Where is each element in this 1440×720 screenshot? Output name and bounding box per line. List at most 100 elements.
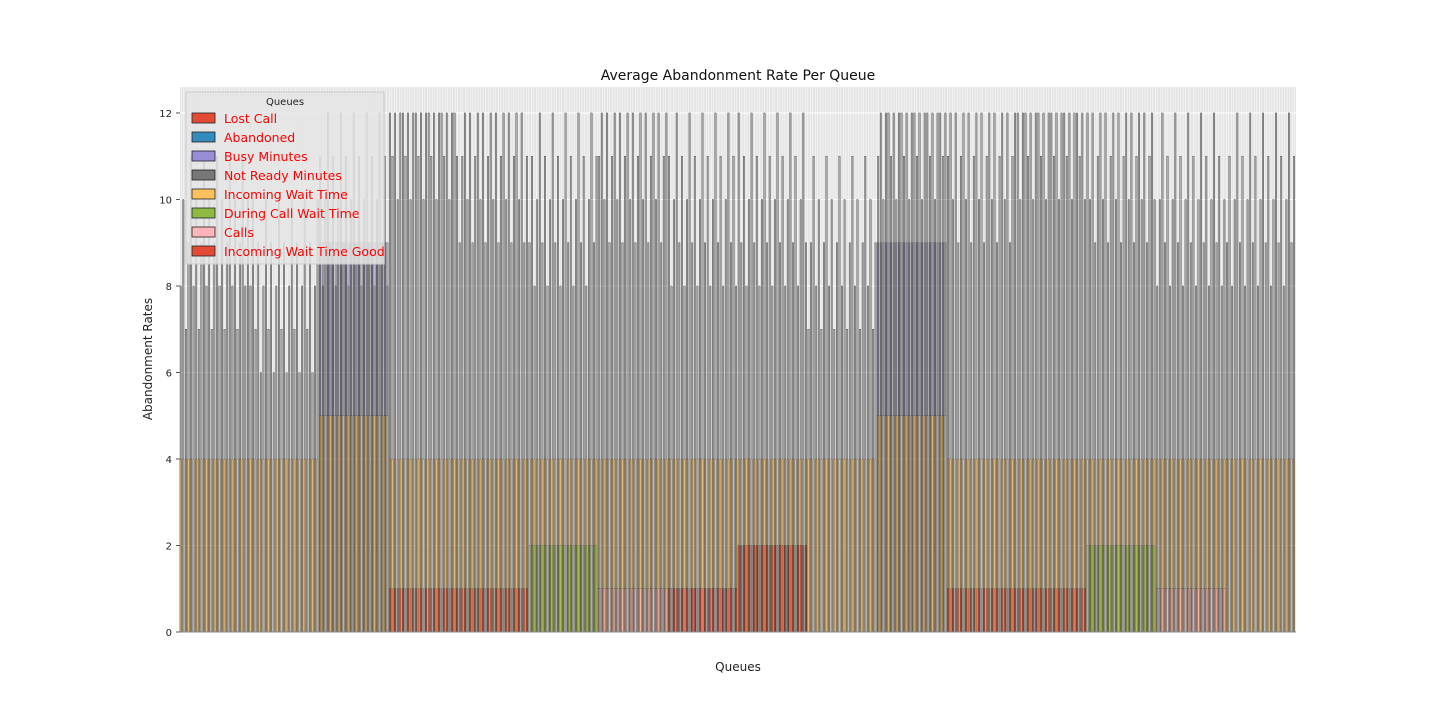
legend-label: Incoming Wait Time Good bbox=[224, 244, 385, 259]
bar bbox=[970, 588, 973, 633]
bar bbox=[944, 415, 947, 633]
bar bbox=[929, 415, 931, 633]
bar bbox=[1264, 458, 1267, 633]
bar bbox=[1050, 588, 1053, 633]
bar bbox=[1024, 588, 1027, 633]
bar bbox=[991, 588, 993, 633]
bar bbox=[1210, 588, 1213, 633]
bar bbox=[1148, 545, 1151, 633]
bar bbox=[1270, 458, 1272, 633]
bar bbox=[913, 415, 916, 633]
bar bbox=[774, 545, 776, 633]
bar bbox=[1130, 545, 1133, 633]
bar bbox=[1244, 458, 1246, 633]
bar bbox=[272, 458, 275, 633]
bar bbox=[781, 545, 784, 633]
y-tick-label: 0 bbox=[166, 628, 172, 639]
bar bbox=[296, 458, 298, 633]
bar bbox=[838, 458, 841, 633]
bar bbox=[340, 415, 342, 633]
bar bbox=[949, 588, 952, 633]
bar bbox=[378, 415, 381, 633]
legend-swatch bbox=[191, 188, 216, 200]
bar bbox=[1122, 545, 1125, 633]
bar bbox=[1006, 588, 1009, 633]
bar bbox=[239, 458, 241, 633]
bar bbox=[1293, 458, 1295, 633]
legend-swatch bbox=[191, 226, 216, 238]
bar bbox=[1202, 588, 1205, 633]
bar bbox=[1099, 545, 1102, 633]
legend-label: Not Ready Minutes bbox=[224, 168, 342, 183]
bar bbox=[652, 588, 655, 633]
bar bbox=[1195, 588, 1197, 633]
bar bbox=[283, 458, 285, 633]
bar bbox=[479, 588, 482, 633]
bar bbox=[507, 588, 510, 633]
bar bbox=[257, 458, 260, 633]
bar bbox=[1058, 588, 1060, 633]
y-tick-label: 8 bbox=[166, 282, 172, 293]
bar bbox=[412, 588, 415, 633]
bar bbox=[1262, 458, 1264, 633]
bar bbox=[1040, 588, 1042, 633]
bar bbox=[332, 415, 334, 633]
y-tick-label: 10 bbox=[159, 195, 172, 206]
bar bbox=[234, 458, 236, 633]
bar bbox=[696, 588, 699, 633]
bar bbox=[236, 458, 239, 633]
bar bbox=[1091, 545, 1094, 633]
bar bbox=[699, 588, 701, 633]
legend: Queues Lost Call Abandoned Busy Minutes Not… bbox=[185, 91, 385, 265]
bar bbox=[492, 588, 495, 633]
bar bbox=[546, 545, 549, 633]
bar bbox=[815, 458, 818, 633]
bar bbox=[980, 588, 983, 633]
bar bbox=[309, 458, 311, 633]
bar bbox=[768, 545, 771, 633]
bar bbox=[693, 588, 696, 633]
bar bbox=[877, 415, 880, 633]
bar bbox=[675, 588, 678, 633]
bar bbox=[1127, 545, 1130, 633]
bar bbox=[867, 458, 869, 633]
bar bbox=[197, 458, 200, 633]
bar bbox=[1014, 588, 1016, 633]
bar bbox=[701, 588, 704, 633]
bar bbox=[758, 545, 761, 633]
bar bbox=[373, 415, 376, 633]
bar bbox=[435, 588, 438, 633]
bar bbox=[445, 588, 448, 633]
bar bbox=[608, 588, 611, 633]
bar bbox=[1233, 458, 1236, 633]
bar bbox=[908, 415, 911, 633]
bar bbox=[210, 458, 213, 633]
bar bbox=[1187, 588, 1190, 633]
bar bbox=[660, 588, 663, 633]
bar bbox=[960, 588, 962, 633]
bar bbox=[657, 588, 660, 633]
bar bbox=[895, 415, 898, 633]
bar bbox=[650, 588, 652, 633]
bar bbox=[1034, 588, 1037, 633]
bar bbox=[203, 458, 205, 633]
bar bbox=[606, 588, 608, 633]
bar bbox=[662, 588, 665, 633]
bar bbox=[544, 545, 546, 633]
y-axis-label: Abandonment Rates bbox=[141, 298, 155, 420]
bar bbox=[404, 588, 407, 633]
bar bbox=[1068, 588, 1071, 633]
bar bbox=[766, 545, 768, 633]
bar bbox=[786, 545, 789, 633]
bar bbox=[275, 458, 278, 633]
bar bbox=[732, 588, 735, 633]
bar bbox=[567, 545, 570, 633]
bar bbox=[890, 415, 892, 633]
bar bbox=[513, 588, 515, 633]
bar bbox=[1029, 588, 1032, 633]
bar bbox=[910, 415, 913, 633]
bar bbox=[190, 458, 192, 633]
bar bbox=[1003, 588, 1006, 633]
bar bbox=[1138, 545, 1140, 633]
bar bbox=[476, 588, 479, 633]
